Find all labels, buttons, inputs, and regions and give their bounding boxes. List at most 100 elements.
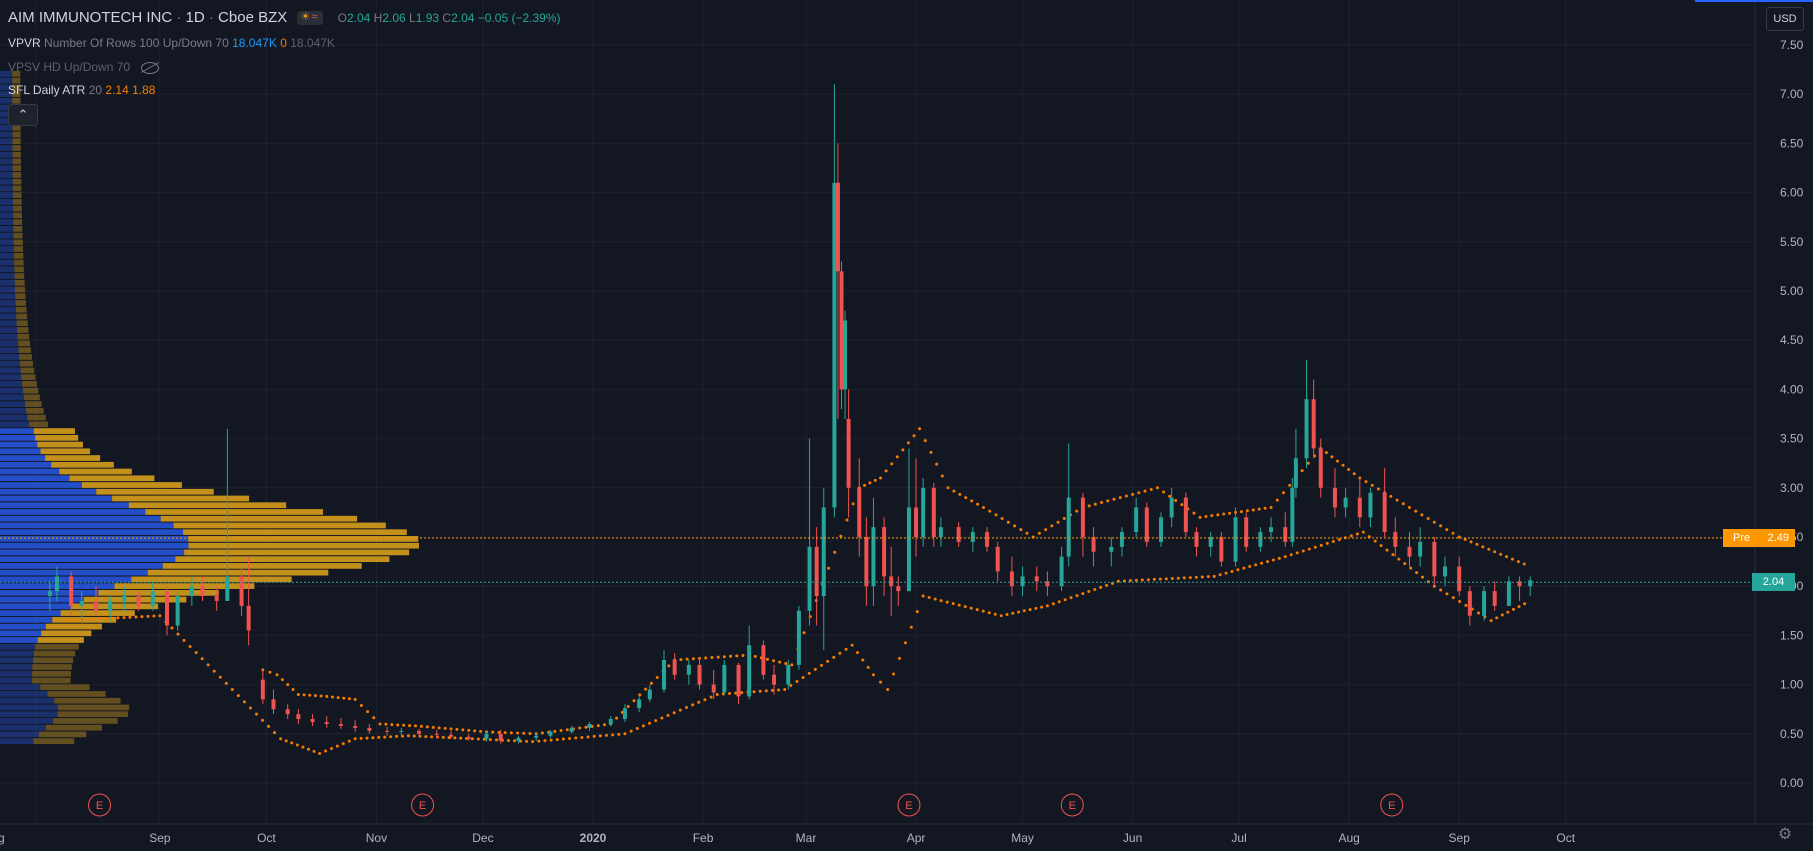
vp-down-bar — [145, 509, 324, 515]
vp-up-bar — [0, 347, 19, 354]
atr-dot — [447, 736, 451, 740]
atr-dot — [453, 736, 457, 740]
chevron-up-icon[interactable]: ⌃ — [8, 104, 38, 126]
candle — [1293, 428, 1298, 498]
atr-dot — [549, 738, 553, 742]
atr-dot — [236, 694, 240, 698]
atr-dot — [1188, 576, 1192, 580]
market-status-icon[interactable]: ☀ ≈ — [297, 11, 324, 26]
vp-up-bar — [0, 448, 41, 455]
interval[interactable]: 1D — [185, 9, 205, 26]
time-tick-label: Apr — [907, 831, 926, 845]
time-axis[interactable]: Aug Sep Oct Nov Dec 2020 Feb Mar Apr May Jun Jul Aug… — [0, 831, 1576, 845]
vp-up-bar — [0, 185, 13, 192]
vp-up-bar — [0, 461, 52, 468]
vp-up-bar — [0, 643, 36, 650]
candle-body — [956, 527, 961, 542]
currency-button[interactable]: USD — [1766, 7, 1804, 31]
indicator-vpsv[interactable]: VPSV HD Up/Down 70 — [8, 59, 160, 75]
vp-down-bar — [18, 340, 31, 347]
candle-body — [985, 532, 990, 547]
vp-up-bar — [0, 333, 18, 340]
atr-dot — [1013, 524, 1017, 528]
atr-dot — [715, 692, 719, 696]
candle — [846, 389, 851, 518]
candle-body — [1159, 517, 1163, 542]
atr-dot — [402, 723, 406, 727]
vp-down-bar — [183, 529, 407, 536]
atr-dot — [1500, 613, 1504, 617]
candle — [622, 704, 627, 722]
atr-dot — [1391, 553, 1395, 557]
atr-dot — [845, 518, 849, 522]
vp-down-bar — [147, 569, 329, 576]
symbol-name[interactable]: AIM IMMUNOTECH INC — [8, 9, 173, 26]
vp-down-bar — [12, 131, 21, 138]
atr-dot — [988, 509, 992, 513]
atr-dot — [833, 550, 837, 554]
atr-dot — [1143, 489, 1147, 493]
candle — [353, 720, 358, 732]
candle-body — [1432, 541, 1437, 577]
candle-body — [548, 731, 553, 736]
candle — [1318, 438, 1323, 498]
atr-dot — [395, 734, 399, 738]
candle — [260, 669, 265, 705]
candle — [637, 696, 642, 713]
candle-body — [449, 734, 453, 737]
vp-down-bar — [13, 219, 23, 225]
candle — [1233, 507, 1238, 567]
candle — [165, 586, 169, 636]
gear-icon[interactable]: ⚙ — [1777, 826, 1793, 843]
vp-up-bar — [0, 441, 38, 448]
vp-up-bar — [0, 313, 17, 320]
candle-body — [150, 591, 155, 606]
vp-up-bar — [0, 407, 27, 414]
atr-dot — [912, 434, 916, 438]
vp-up-bar — [0, 569, 148, 576]
atr-dot — [1248, 565, 1252, 569]
earnings-marker-ring — [897, 793, 921, 817]
candle — [1080, 492, 1085, 557]
candle — [1482, 586, 1487, 621]
symbol-legend[interactable]: AIM IMMUNOTECH INC · 1D · Cboe BZX ☀ ≈ O2… — [8, 9, 561, 26]
earnings-marker-ring — [1380, 793, 1404, 817]
atr-dot — [494, 738, 498, 742]
atr-dot — [987, 611, 991, 615]
eye-off-icon[interactable] — [141, 61, 160, 74]
indicator-vpvr[interactable]: VPVR Number Of Rows 100 Up/Down 70 18.04… — [8, 36, 335, 50]
candle-body — [1258, 532, 1263, 547]
atr-dot — [918, 427, 922, 431]
atr-dot — [615, 716, 619, 720]
vp-down-bar — [22, 387, 39, 394]
atr-dot — [359, 736, 363, 740]
atr-dot — [531, 740, 535, 744]
atr-dot — [1283, 555, 1287, 559]
atr-dot — [703, 698, 707, 702]
indicator-atr[interactable]: SFL Daily ATR 20 2.14 1.88 — [8, 83, 156, 97]
vp-down-bar — [16, 313, 28, 320]
atr-dot — [1271, 558, 1275, 562]
vp-up-bar — [0, 374, 22, 381]
vp-down-bar — [12, 192, 22, 199]
candle-body — [271, 699, 276, 710]
vp-up-bar — [0, 293, 16, 300]
candle-body — [246, 605, 251, 631]
atr-dot — [623, 732, 627, 736]
candle — [54, 566, 59, 601]
atr-dot — [827, 566, 831, 570]
candle-body — [857, 487, 862, 537]
candle — [285, 704, 290, 720]
candle — [814, 527, 819, 626]
price-axis[interactable]: 7.50 7.00 6.50 6.00 5.50 5.00 4.50 4.00 3.50 3.00… — [1780, 38, 1804, 790]
vp-up-bar — [0, 151, 13, 158]
earnings-marker: E — [1060, 793, 1084, 817]
candle-body — [608, 719, 613, 724]
price-tick-label: 7.50 — [1780, 38, 1804, 52]
candle — [1034, 566, 1039, 592]
atr-dot — [1182, 576, 1186, 580]
candle — [214, 586, 219, 611]
atr-dot — [802, 631, 806, 635]
atr-dot — [580, 735, 584, 739]
